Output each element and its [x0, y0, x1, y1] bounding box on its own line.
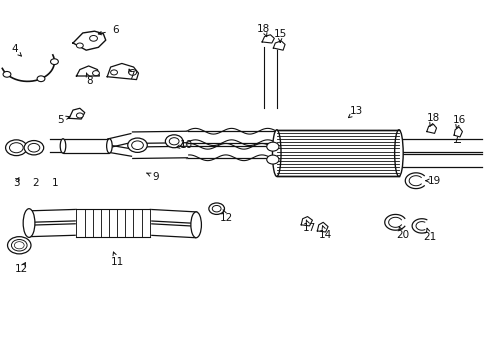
Ellipse shape — [272, 130, 281, 176]
Circle shape — [76, 43, 83, 48]
Circle shape — [37, 76, 45, 82]
Text: 2: 2 — [32, 178, 39, 188]
Polygon shape — [29, 210, 77, 222]
Circle shape — [90, 36, 98, 41]
Polygon shape — [301, 217, 313, 226]
Polygon shape — [149, 210, 196, 223]
Polygon shape — [273, 41, 285, 50]
Circle shape — [28, 143, 40, 152]
Text: 12: 12 — [220, 213, 233, 222]
Circle shape — [129, 69, 137, 75]
Text: 4: 4 — [11, 44, 18, 54]
Text: 14: 14 — [319, 230, 332, 239]
Polygon shape — [264, 47, 277, 108]
Circle shape — [11, 239, 27, 251]
Circle shape — [76, 113, 83, 118]
Text: 6: 6 — [112, 25, 119, 35]
Text: 16: 16 — [452, 115, 466, 125]
Text: 19: 19 — [428, 176, 441, 186]
Circle shape — [93, 71, 99, 76]
Text: 18: 18 — [257, 24, 270, 34]
Polygon shape — [29, 224, 77, 237]
Polygon shape — [399, 139, 482, 152]
Circle shape — [50, 59, 58, 64]
Polygon shape — [49, 139, 63, 152]
Text: 7: 7 — [128, 71, 135, 81]
Ellipse shape — [107, 139, 112, 153]
Text: 15: 15 — [273, 29, 287, 39]
Polygon shape — [149, 224, 196, 238]
Circle shape — [5, 140, 27, 156]
Ellipse shape — [394, 130, 403, 176]
Polygon shape — [107, 63, 139, 80]
Ellipse shape — [23, 209, 35, 237]
Circle shape — [7, 237, 31, 254]
Polygon shape — [277, 130, 399, 176]
Circle shape — [169, 138, 179, 145]
Text: 10: 10 — [180, 140, 193, 150]
Text: 21: 21 — [423, 232, 436, 242]
Polygon shape — [186, 131, 277, 143]
Circle shape — [132, 141, 144, 149]
Text: 1: 1 — [52, 178, 59, 188]
Polygon shape — [76, 210, 150, 237]
Text: 17: 17 — [303, 224, 316, 233]
Polygon shape — [262, 35, 274, 43]
Polygon shape — [427, 125, 437, 134]
Polygon shape — [132, 131, 188, 143]
Circle shape — [209, 203, 224, 215]
Polygon shape — [454, 127, 463, 137]
Circle shape — [111, 70, 118, 75]
Circle shape — [212, 206, 221, 212]
Text: 20: 20 — [396, 230, 409, 239]
Circle shape — [165, 135, 183, 148]
Polygon shape — [186, 146, 277, 158]
Text: 8: 8 — [86, 76, 93, 86]
Ellipse shape — [267, 142, 279, 151]
Polygon shape — [132, 146, 188, 158]
Polygon shape — [108, 145, 134, 156]
Text: 18: 18 — [426, 113, 440, 123]
Text: 11: 11 — [110, 257, 123, 267]
Ellipse shape — [60, 139, 66, 153]
Ellipse shape — [267, 155, 279, 164]
Polygon shape — [73, 31, 106, 50]
Circle shape — [9, 143, 23, 153]
Polygon shape — [318, 222, 328, 232]
Circle shape — [3, 72, 11, 77]
Polygon shape — [108, 134, 134, 147]
Polygon shape — [399, 154, 482, 167]
Polygon shape — [76, 66, 99, 76]
Polygon shape — [63, 139, 109, 153]
Polygon shape — [69, 108, 85, 119]
Ellipse shape — [191, 212, 201, 238]
Text: 5: 5 — [57, 115, 64, 125]
Text: 3: 3 — [13, 178, 20, 188]
Circle shape — [24, 140, 44, 155]
Text: 12: 12 — [15, 264, 28, 274]
Text: 13: 13 — [350, 106, 363, 116]
Circle shape — [128, 138, 147, 152]
Text: 9: 9 — [153, 172, 159, 182]
